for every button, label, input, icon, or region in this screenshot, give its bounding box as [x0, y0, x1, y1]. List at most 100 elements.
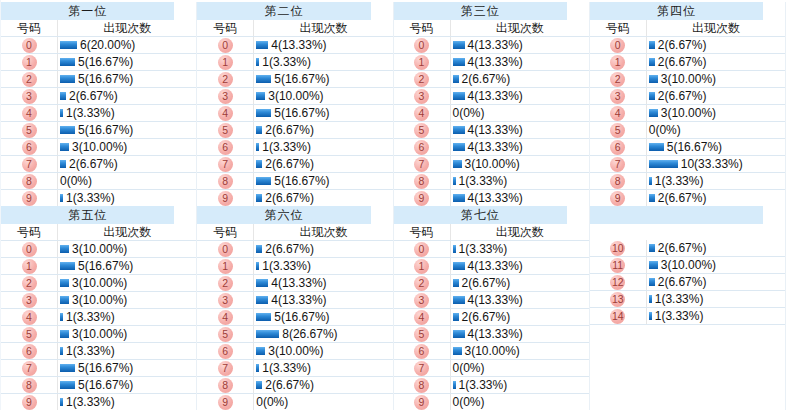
table-row: 2 5(16.67%): [197, 71, 392, 88]
number-col-header: 号码: [197, 224, 254, 240]
freq-label: 2(6.67%): [265, 157, 314, 171]
freq-bar: [60, 126, 75, 134]
freq-label: 1(3.33%): [66, 191, 115, 205]
number-badge: 9: [610, 191, 625, 206]
count-cell: 4(13.33%): [451, 140, 589, 154]
freq-bar: [256, 313, 271, 321]
number-cell: 2: [394, 71, 451, 87]
number-badge: 2: [218, 72, 233, 87]
table-row: 4 1(3.33%): [1, 105, 196, 122]
number-cell: 2: [394, 275, 451, 291]
number-cell: 9: [197, 190, 254, 206]
freq-label: 4(13.33%): [468, 259, 523, 273]
number-cell: 1: [394, 258, 451, 274]
freq-label: 2(6.67%): [462, 72, 511, 86]
number-cell: 7: [394, 360, 451, 376]
panel-title-spacer: [567, 2, 589, 20]
freq-bar: [453, 41, 465, 49]
panel-title: 第三位: [394, 2, 567, 20]
count-cell: 1(3.33%): [451, 174, 589, 188]
count-cell: 2(6.67%): [647, 275, 785, 289]
number-cell: 3: [1, 292, 58, 308]
freq-label: 4(13.33%): [271, 276, 326, 290]
freq-bar: [256, 262, 259, 270]
freq-label: 4(13.33%): [468, 191, 523, 205]
freq-label: 4(13.33%): [468, 123, 523, 137]
count-cell: 4(13.33%): [451, 327, 589, 341]
table-row: 1 1(3.33%): [197, 54, 392, 71]
position-panel: 第一位 号码 出现次数 0 6(20.00%) 1 5(16.67%) 2: [1, 2, 197, 206]
number-cell: 1: [590, 54, 647, 70]
number-badge: 5: [218, 327, 233, 342]
freq-bar: [649, 58, 655, 66]
number-badge: 0: [414, 38, 429, 53]
freq-bar: [453, 58, 465, 66]
freq-label: 3(10.00%): [661, 72, 716, 86]
panel-title-spacer: [174, 2, 196, 20]
freq-label: 2(6.67%): [265, 378, 314, 392]
table-row: 2 3(10.00%): [1, 275, 196, 292]
number-badge: 4: [414, 310, 429, 325]
count-cell: 4(13.33%): [451, 259, 589, 273]
number-badge: 4: [414, 106, 429, 121]
count-cell: 5(16.67%): [58, 72, 196, 86]
number-cell: 3: [1, 88, 58, 104]
freq-bar: [649, 261, 658, 269]
count-cell: 1(3.33%): [58, 310, 196, 324]
panel-title: [590, 206, 763, 224]
number-badge: 5: [22, 327, 37, 342]
freq-bar: [256, 364, 259, 372]
table-row: 2 3(10.00%): [590, 71, 785, 88]
freq-label: 5(16.67%): [78, 361, 133, 375]
freq-label: 2(6.67%): [462, 310, 511, 324]
freq-bar: [453, 126, 465, 134]
count-cell: 3(10.00%): [451, 157, 589, 171]
freq-label: 3(10.00%): [661, 106, 716, 120]
freq-bar: [256, 109, 271, 117]
number-cell: 0: [394, 37, 451, 53]
count-cell: 3(10.00%): [58, 327, 196, 341]
freq-bar: [453, 245, 456, 253]
table-row: 8 1(3.33%): [590, 173, 785, 190]
number-cell: 2: [197, 275, 254, 291]
count-cell: 5(16.67%): [254, 174, 392, 188]
number-badge: 6: [414, 140, 429, 155]
table-row: 9 0(0%): [394, 394, 589, 410]
table-row: 5 0(0%): [590, 122, 785, 139]
number-cell: 9: [1, 394, 58, 410]
number-cell: 4: [1, 105, 58, 121]
panel-title-row: 第七位: [394, 206, 589, 224]
table-row: 9 0(0%): [197, 394, 392, 410]
freq-bar: [256, 75, 271, 83]
count-col-header: 出现次数: [451, 20, 589, 36]
count-col-header: 出现次数: [58, 20, 196, 36]
count-col-header: [647, 224, 785, 240]
number-cell: 4: [590, 105, 647, 121]
count-cell: 5(16.67%): [58, 55, 196, 69]
freq-label: 3(10.00%): [465, 157, 520, 171]
number-badge: 8: [22, 174, 37, 189]
count-cell: 2(6.67%): [254, 242, 392, 256]
number-cell: 3: [197, 88, 254, 104]
number-badge: 10: [610, 241, 625, 256]
freq-label: 2(6.67%): [658, 275, 707, 289]
number-cell: 0: [1, 241, 58, 257]
number-badge: 0: [414, 242, 429, 257]
panel-header-row: [590, 224, 785, 240]
number-badge: 6: [22, 140, 37, 155]
freq-bar: [256, 194, 262, 202]
freq-label: 3(10.00%): [72, 293, 127, 307]
count-cell: 0(0%): [647, 123, 785, 137]
number-badge: 2: [610, 72, 625, 87]
number-cell: 8: [394, 377, 451, 393]
panel-title: 第五位: [1, 206, 174, 224]
freq-label: 3(10.00%): [72, 327, 127, 341]
position-panel: 第三位 号码 出现次数 0 4(13.33%) 1 4(13.33%) 2: [394, 2, 590, 206]
number-cell: 3: [394, 88, 451, 104]
freq-label: 1(3.33%): [655, 292, 704, 306]
number-cell: 7: [590, 156, 647, 172]
table-row: 0 4(13.33%): [394, 37, 589, 54]
count-cell: 4(13.33%): [451, 89, 589, 103]
table-row: 9 2(6.67%): [197, 190, 392, 206]
count-cell: 5(16.67%): [58, 361, 196, 375]
